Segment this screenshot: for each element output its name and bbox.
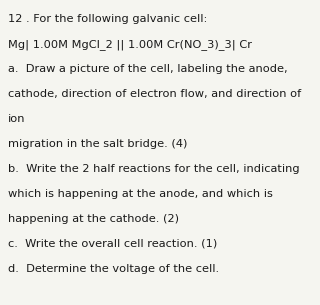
Text: migration in the salt bridge. (4): migration in the salt bridge. (4) [8, 139, 188, 149]
Text: a.  Draw a picture of the cell, labeling the anode,: a. Draw a picture of the cell, labeling … [8, 64, 288, 74]
Text: c.  Write the overall cell reaction. (1): c. Write the overall cell reaction. (1) [8, 239, 217, 249]
Text: Mg| 1.00M MgCl_2 || 1.00M Cr(NO_3)_3| Cr: Mg| 1.00M MgCl_2 || 1.00M Cr(NO_3)_3| Cr [8, 39, 252, 50]
Text: d.  Determine the voltage of the cell.: d. Determine the voltage of the cell. [8, 264, 219, 274]
Text: b.  Write the 2 half reactions for the cell, indicating: b. Write the 2 half reactions for the ce… [8, 164, 300, 174]
Text: happening at the cathode. (2): happening at the cathode. (2) [8, 214, 179, 224]
Text: 12 . For the following galvanic cell:: 12 . For the following galvanic cell: [8, 14, 207, 24]
Text: which is happening at the anode, and which is: which is happening at the anode, and whi… [8, 189, 273, 199]
Text: cathode, direction of electron flow, and direction of: cathode, direction of electron flow, and… [8, 89, 301, 99]
Text: ion: ion [8, 114, 26, 124]
